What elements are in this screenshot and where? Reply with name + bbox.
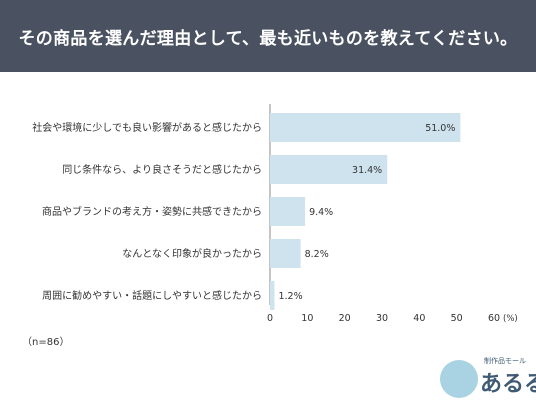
bar: [270, 155, 388, 184]
header-banner: その商品を選んだ理由として、最も近いものを教えてください。: [0, 0, 536, 72]
category-label: 周囲に勧めやすい・話題にしやすいと感じたから: [42, 289, 262, 302]
x-tick-label: 50: [451, 313, 463, 324]
x-tick-label: 0: [267, 313, 273, 324]
bar: [270, 113, 461, 142]
bar: [270, 197, 306, 226]
x-tick-label: 60: [488, 313, 500, 324]
brand-logo: 制作品モール あるる: [440, 354, 536, 398]
category-label: なんとなく印象が良かったから: [122, 247, 262, 260]
value-label: 9.4%: [309, 207, 333, 218]
logo-name: あるる: [480, 372, 536, 397]
x-tick-label: 40: [413, 313, 425, 324]
bar: [270, 239, 301, 268]
value-label: 51.0%: [425, 123, 455, 134]
x-tick-label: 10: [301, 313, 313, 324]
category-label: 商品やブランドの考え方・姿勢に共感できたから: [42, 205, 262, 218]
x-tick-label: 30: [376, 313, 388, 324]
category-label: 社会や環境に少しでも良い影響があると感じたから: [32, 121, 262, 134]
value-label: 8.2%: [305, 249, 329, 260]
x-axis-unit: (%): [503, 314, 518, 324]
value-label: 1.2%: [278, 291, 302, 302]
sample-size-note: （n=86）: [22, 337, 70, 348]
category-label: 同じ条件なら、より良さそうだと感じたから: [62, 163, 262, 176]
chart-title: その商品を選んだ理由として、最も近いものを教えてください。: [18, 28, 518, 49]
x-tick-label: 20: [339, 313, 351, 324]
value-label: 31.4%: [352, 165, 382, 176]
bar: [270, 281, 275, 310]
logo-rabbit-icon: [440, 360, 478, 398]
logo-tagline: 制作品モール: [484, 357, 526, 365]
